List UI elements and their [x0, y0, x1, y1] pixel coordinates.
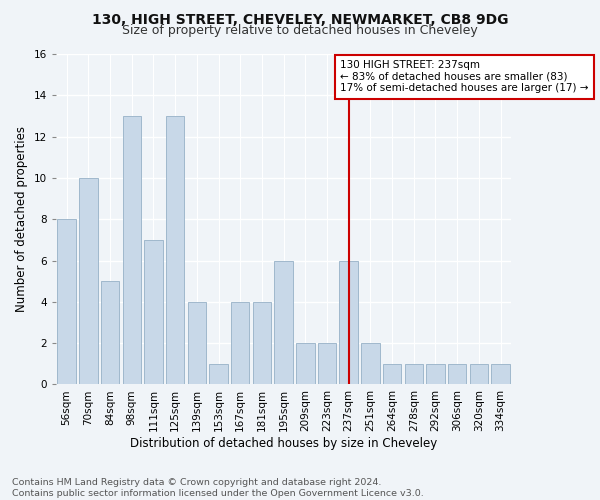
Bar: [448, 364, 466, 384]
Bar: [122, 116, 141, 384]
Bar: [144, 240, 163, 384]
Bar: [253, 302, 271, 384]
Text: Contains HM Land Registry data © Crown copyright and database right 2024.
Contai: Contains HM Land Registry data © Crown c…: [12, 478, 424, 498]
Bar: [470, 364, 488, 384]
Text: 130 HIGH STREET: 237sqm
← 83% of detached houses are smaller (83)
17% of semi-de: 130 HIGH STREET: 237sqm ← 83% of detache…: [340, 60, 589, 94]
Bar: [361, 343, 380, 384]
Bar: [491, 364, 510, 384]
Bar: [274, 260, 293, 384]
Bar: [231, 302, 250, 384]
Bar: [209, 364, 228, 384]
Bar: [58, 219, 76, 384]
Bar: [426, 364, 445, 384]
Bar: [79, 178, 98, 384]
Bar: [101, 281, 119, 384]
Bar: [383, 364, 401, 384]
Bar: [166, 116, 184, 384]
Text: 130, HIGH STREET, CHEVELEY, NEWMARKET, CB8 9DG: 130, HIGH STREET, CHEVELEY, NEWMARKET, C…: [92, 12, 508, 26]
Bar: [318, 343, 336, 384]
Bar: [296, 343, 314, 384]
Bar: [340, 260, 358, 384]
Bar: [404, 364, 423, 384]
Bar: [188, 302, 206, 384]
X-axis label: Distribution of detached houses by size in Cheveley: Distribution of detached houses by size …: [130, 437, 437, 450]
Y-axis label: Number of detached properties: Number of detached properties: [15, 126, 28, 312]
Text: Size of property relative to detached houses in Cheveley: Size of property relative to detached ho…: [122, 24, 478, 37]
